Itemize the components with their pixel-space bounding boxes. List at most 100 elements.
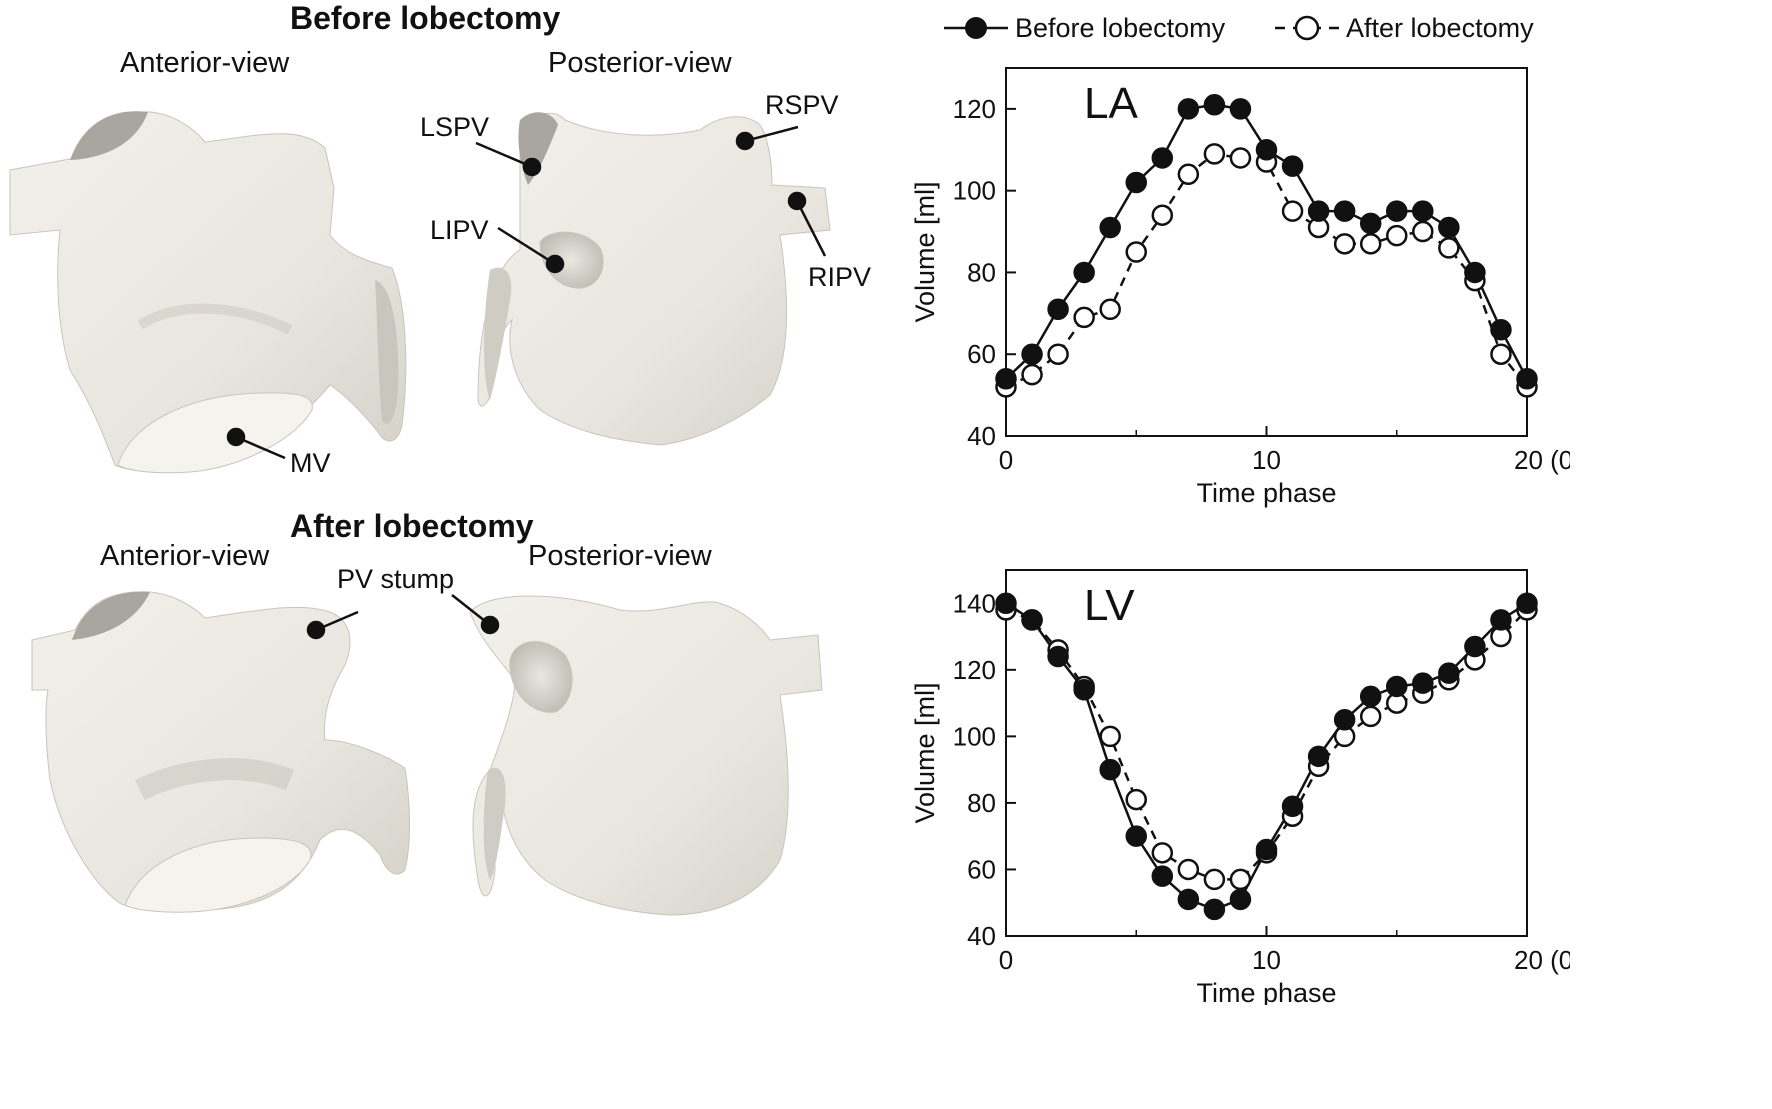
label-ripv: RIPV	[808, 262, 872, 292]
after-heading: After lobectomy	[290, 508, 534, 544]
la-point-before	[1099, 216, 1121, 239]
la-point-after	[1099, 298, 1121, 320]
lv-point-after	[1229, 868, 1252, 891]
lv-point-before	[1464, 635, 1486, 658]
callouts	[226, 125, 827, 640]
lv-y-tick-label: 120	[953, 655, 996, 685]
la-volume-chart: 40 60 80 100 120 0 10 20 (0) Time phase Volume [m…	[910, 67, 1570, 508]
la-point-before	[1359, 212, 1382, 235]
la-point-after	[1047, 343, 1069, 365]
lv-point-after	[1203, 868, 1226, 891]
la-point-before	[1229, 98, 1252, 120]
la-point-before	[995, 368, 1017, 390]
la-point-after	[1177, 163, 1200, 186]
la-point-before	[1281, 155, 1304, 177]
la-x-tick-label: 20 (0)	[1514, 445, 1570, 475]
la-y-tick-label: 120	[953, 94, 996, 124]
la-chart-title: LA	[1084, 79, 1138, 128]
la-point-before	[1047, 298, 1069, 320]
lv-point-before	[1125, 825, 1147, 847]
label-lspv: LSPV	[420, 112, 490, 142]
la-point-before	[1021, 343, 1043, 365]
lv-point-before	[1099, 758, 1121, 781]
la-x-axis-label: Time phase	[1196, 478, 1336, 508]
lv-volume-chart: 40 60 80 100 120 140 0 10 20 (0) Time phase Volume…	[910, 569, 1570, 1005]
before-anterior-title: Anterior-view	[120, 47, 290, 79]
lv-point-before	[1021, 609, 1043, 631]
lv-x-tick-label: 0	[999, 945, 1013, 975]
lv-y-tick-label: 80	[967, 788, 996, 818]
la-point-before	[1516, 368, 1538, 390]
la-point-before	[1386, 200, 1408, 222]
la-point-before	[1125, 171, 1147, 194]
la-point-after	[1151, 204, 1174, 226]
la-point-before	[1490, 318, 1512, 341]
lv-point-before	[1307, 745, 1330, 768]
lv-point-after	[1151, 842, 1174, 864]
la-point-after	[1438, 237, 1460, 259]
la-point-before	[1333, 200, 1356, 222]
lv-point-after	[1177, 858, 1200, 881]
lv-point-before	[1281, 795, 1304, 817]
lv-point-before	[1047, 645, 1069, 668]
la-point-after	[1412, 220, 1434, 243]
lv-x-tick-label: 10	[1252, 945, 1281, 975]
la-point-before	[1203, 94, 1226, 116]
label-pv-stump: PV stump	[337, 564, 455, 594]
lv-point-before	[1386, 675, 1408, 698]
after-anterior-title: Anterior-view	[100, 540, 270, 572]
la-point-after	[1490, 343, 1512, 365]
lv-y-tick-label: 40	[967, 921, 996, 951]
lv-point-before	[1073, 679, 1095, 701]
la-point-after	[1073, 306, 1095, 329]
lv-point-before	[1412, 672, 1434, 694]
lv-y-tick-label: 60	[967, 854, 996, 884]
after-anterior-model	[31, 591, 411, 913]
la-point-before	[1177, 98, 1200, 120]
la-point-before	[1412, 200, 1434, 222]
lv-x-tick-label: 20 (0)	[1514, 945, 1570, 975]
la-y-axis-label: Volume [ml]	[910, 181, 940, 322]
lv-point-before	[1203, 898, 1226, 921]
atria-renderings	[9, 111, 831, 916]
la-point-before	[1151, 147, 1174, 169]
la-point-after	[1281, 200, 1304, 222]
lv-point-before	[995, 592, 1017, 615]
la-point-after	[1333, 233, 1356, 255]
la-point-after	[1125, 241, 1147, 263]
la-point-after	[1203, 143, 1226, 165]
la-y-tick-label: 80	[967, 257, 996, 287]
la-point-before	[1255, 139, 1278, 161]
la-y-tick-label: 100	[953, 176, 996, 206]
after-posterior-model	[469, 595, 823, 916]
lv-y-axis-label: Volume [ml]	[910, 682, 940, 823]
lv-point-before	[1516, 592, 1538, 615]
lv-point-before	[1151, 865, 1174, 887]
lv-point-after	[1125, 788, 1147, 811]
la-point-before	[1307, 200, 1330, 222]
lv-point-before	[1255, 838, 1278, 861]
legend-marker-before	[965, 17, 987, 39]
label-lipv: LIPV	[430, 215, 489, 245]
la-point-after	[1359, 233, 1382, 255]
la-point-after	[1386, 224, 1408, 247]
lv-point-before	[1438, 662, 1460, 684]
lv-point-after	[1099, 725, 1121, 748]
before-heading: Before lobectomy	[290, 0, 561, 36]
lv-chart-title: LV	[1084, 581, 1135, 630]
lv-point-before	[1177, 888, 1200, 911]
la-point-before	[1438, 216, 1460, 239]
lv-point-before	[1490, 609, 1512, 631]
lv-y-tick-label: 100	[953, 721, 996, 751]
legend-marker-after	[1294, 15, 1320, 41]
after-posterior-title: Posterior-view	[528, 540, 712, 572]
before-posterior-model	[477, 112, 831, 446]
lv-y-tick-label: 140	[953, 588, 996, 618]
legend: Before lobectomy After lobectomy	[944, 13, 1534, 43]
la-point-before	[1073, 261, 1095, 284]
la-point-after	[1229, 147, 1252, 169]
la-y-tick-label: 40	[967, 421, 996, 451]
legend-label-after: After lobectomy	[1346, 13, 1534, 43]
lv-point-after	[1359, 705, 1382, 728]
before-anterior-model	[9, 111, 407, 474]
